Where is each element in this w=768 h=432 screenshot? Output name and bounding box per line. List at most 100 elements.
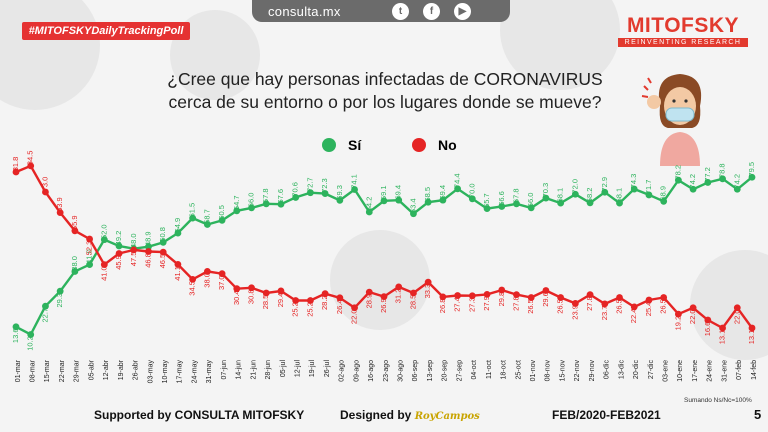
point-si-15	[233, 207, 241, 215]
x-tick-label: 28-jun	[265, 360, 272, 380]
x-tick-label: 18-oct	[501, 360, 508, 380]
data-label-si-5: 41.0	[85, 249, 94, 264]
point-si-6	[100, 236, 108, 244]
data-label-no-4: 55.9	[70, 215, 79, 230]
point-no-22	[336, 294, 344, 302]
point-no-11	[174, 261, 182, 268]
data-label-si-36: 70.3	[541, 183, 550, 198]
point-si-45	[675, 176, 682, 184]
point-no-50	[748, 324, 756, 332]
data-label-si-37: 68.1	[556, 188, 565, 203]
point-si-10	[159, 238, 167, 246]
data-label-no-23: 22.0	[350, 309, 359, 324]
point-si-28	[424, 198, 432, 206]
data-label-no-36: 29.6	[541, 292, 550, 307]
data-label-no-13: 38.0	[202, 273, 211, 288]
point-no-24	[365, 288, 373, 296]
point-si-4	[71, 268, 79, 275]
data-label-si-8: 48.0	[129, 233, 138, 248]
data-label-no-2: 73.0	[40, 177, 49, 192]
x-tick-label: 19-abr	[118, 359, 125, 380]
footer-period: FEB/2020-FEB2021	[552, 408, 661, 422]
point-si-1	[27, 331, 35, 338]
point-no-44	[660, 294, 668, 301]
x-tick-label: 19-jul	[309, 360, 316, 378]
point-no-9	[145, 248, 152, 255]
data-label-si-30: 74.4	[453, 173, 462, 188]
point-no-36	[542, 287, 550, 294]
data-label-si-42: 74.3	[629, 174, 638, 189]
data-label-si-26: 69.4	[394, 185, 403, 200]
data-label-no-47: 16.6	[703, 322, 712, 337]
point-si-38	[571, 190, 579, 198]
point-no-47	[704, 316, 712, 324]
x-tick-label: 22-mar	[59, 359, 66, 382]
x-tick-label: 11-oct	[486, 360, 493, 379]
data-label-no-5: 52.3	[85, 241, 94, 256]
point-si-32	[483, 205, 491, 212]
point-si-27	[410, 210, 417, 218]
point-no-40	[601, 300, 609, 308]
x-tick-label: 26-abr	[133, 359, 140, 380]
facebook-icon[interactable]: f	[423, 2, 440, 20]
data-label-no-8: 47.5	[129, 252, 138, 267]
point-si-43	[645, 191, 653, 199]
data-label-no-37: 26.5	[556, 299, 565, 314]
point-no-29	[439, 293, 447, 301]
data-label-no-43: 25.4	[644, 302, 653, 317]
twitter-icon[interactable]: t	[392, 2, 409, 20]
site-link[interactable]: consulta.mx	[268, 3, 341, 19]
point-no-33	[498, 286, 506, 294]
point-si-44	[660, 197, 668, 205]
top-social-bar: consulta.mx t f ▶	[252, 0, 510, 22]
brand-logo: MITOFSKY REINVENTING RESEARCH	[618, 14, 748, 47]
point-si-41	[616, 199, 623, 207]
data-label-no-32: 27.9	[482, 296, 491, 311]
point-no-14	[218, 270, 226, 278]
point-si-17	[262, 200, 270, 208]
data-label-si-6: 52.0	[99, 224, 108, 239]
x-tick-label: 25-oct	[515, 360, 522, 380]
data-label-no-39: 27.8	[585, 296, 594, 311]
x-tick-label: 30-ago	[398, 360, 405, 382]
point-si-19	[292, 194, 300, 201]
brand-name: MITOFSKY	[626, 14, 740, 37]
legend-si-marker	[322, 138, 336, 152]
x-tick-label: 23-ago	[383, 360, 390, 382]
x-tick-label: 20-sep	[442, 360, 449, 382]
point-no-49	[733, 304, 741, 312]
point-si-2	[42, 302, 49, 310]
data-label-si-29: 69.4	[438, 185, 447, 200]
point-no-30	[454, 292, 461, 299]
x-tick-label: 24-ene	[707, 360, 714, 382]
x-tick-label: 15-mar	[44, 359, 51, 382]
point-no-1	[27, 162, 35, 170]
point-si-39	[586, 199, 594, 207]
data-label-no-14: 37.0	[217, 275, 226, 290]
point-si-0	[12, 323, 20, 331]
data-label-no-44: 26.5	[659, 299, 668, 314]
point-no-7	[115, 250, 123, 257]
data-label-no-42: 22.4	[629, 309, 638, 324]
x-tick-label: 24-may	[191, 360, 198, 384]
data-label-si-47: 77.2	[703, 167, 712, 182]
point-no-4	[71, 227, 79, 235]
data-label-no-18: 29.4	[276, 293, 285, 308]
x-tick-label: 15-nov	[559, 360, 566, 382]
point-no-26	[395, 283, 403, 291]
point-no-13	[203, 268, 211, 275]
data-label-si-1: 10.2	[26, 336, 35, 351]
x-tick-label: 01-mar	[15, 359, 22, 382]
x-tick-label: 17-may	[177, 360, 184, 384]
data-label-no-22: 26.4	[335, 299, 344, 314]
x-tick-label: 10-ene	[677, 360, 684, 382]
data-label-no-38: 23.9	[570, 305, 579, 320]
data-label-si-46: 74.2	[688, 174, 697, 189]
data-label-si-23: 74.1	[350, 174, 359, 189]
data-label-no-7: 45.9	[114, 255, 123, 270]
point-si-33	[498, 203, 506, 210]
data-label-no-17: 28.5	[261, 295, 270, 310]
point-si-48	[719, 175, 726, 183]
data-label-si-15: 64.7	[232, 195, 241, 210]
youtube-icon[interactable]: ▶	[454, 2, 471, 20]
